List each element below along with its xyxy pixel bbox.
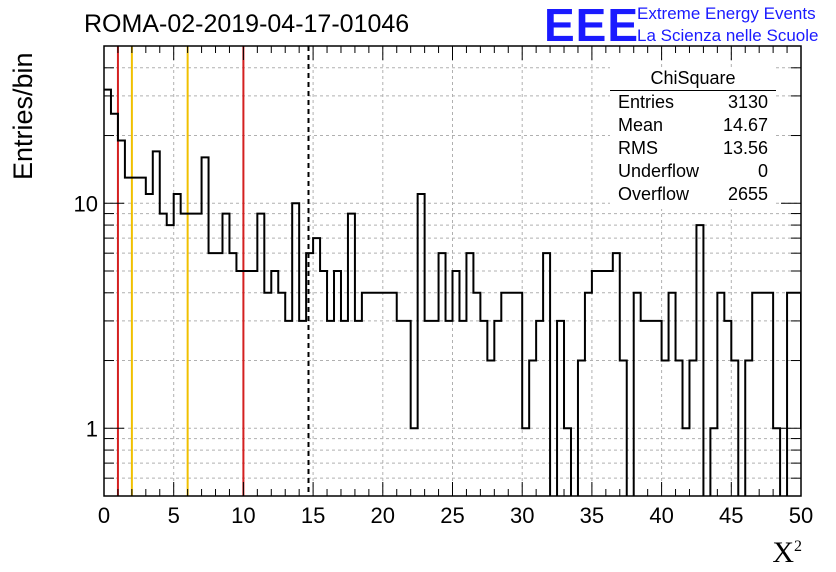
stats-row-overflow: Overflow 2655 — [610, 183, 776, 206]
stats-value: 13.56 — [722, 138, 768, 158]
y-tick-label: 1 — [86, 416, 98, 441]
stats-label: Overflow — [618, 184, 690, 204]
x-tick-label: 35 — [580, 503, 604, 528]
stats-row-entries: Entries 3130 — [610, 91, 776, 114]
x-axis-label-base: X — [772, 536, 794, 569]
x-tick-label: 40 — [649, 503, 673, 528]
eee-logo: EEE — [544, 0, 640, 51]
x-tick-label: 10 — [231, 503, 255, 528]
stats-title: ChiSquare — [610, 67, 776, 91]
stats-row-rms: RMS 13.56 — [610, 137, 776, 160]
x-tick-label: 0 — [98, 503, 110, 528]
histogram-series — [104, 88, 801, 496]
stats-label: Mean — [618, 115, 664, 135]
x-tick-label: 50 — [789, 503, 813, 528]
x-tick-label: 30 — [510, 503, 534, 528]
y-axis-label: Entries/bin — [8, 52, 38, 180]
logo-text-line1: Extreme Energy Events — [637, 4, 816, 23]
x-tick-label: 45 — [719, 503, 743, 528]
stats-value: 0 — [757, 161, 768, 181]
chart-title: ROMA-02-2019-04-17-01046 — [84, 10, 410, 38]
stats-value: 3130 — [727, 92, 768, 112]
x-tick-label: 20 — [371, 503, 395, 528]
stats-box: ChiSquare Entries 3130 Mean 14.67 RMS 13.56… — [610, 67, 776, 209]
grid-lines — [104, 45, 801, 497]
stats-value: 2655 — [727, 184, 768, 204]
stats-label: Underflow — [618, 161, 700, 181]
stats-label: Entries — [618, 92, 675, 112]
x-axis-label: X2 — [772, 536, 802, 570]
x-axis-label-sup: 2 — [794, 538, 802, 555]
stats-value: 14.67 — [722, 115, 768, 135]
axis-ticks — [103, 45, 802, 497]
x-tick-label: 15 — [301, 503, 325, 528]
stats-label: RMS — [618, 138, 658, 158]
y-tick-label: 10 — [74, 191, 98, 216]
x-tick-label: 5 — [168, 503, 180, 528]
histogram-line — [104, 88, 801, 496]
tick-labels: 0 5 10 15 20 25 30 35 40 45 50 1 10 — [74, 191, 814, 528]
stats-row-mean: Mean 14.67 — [610, 114, 776, 137]
logo-text-line2: La Scienza nelle Scuole — [637, 26, 819, 45]
x-tick-label: 25 — [440, 503, 464, 528]
stats-row-underflow: Underflow 0 — [610, 160, 776, 183]
